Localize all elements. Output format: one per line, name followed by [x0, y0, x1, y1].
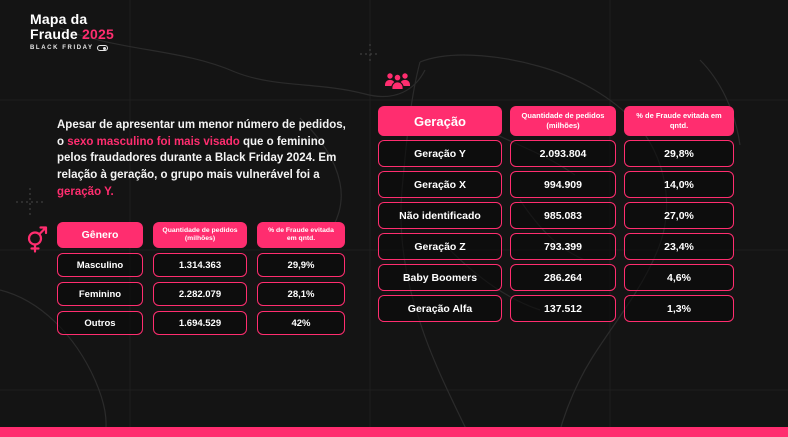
generation-table-title: Geração [378, 106, 502, 136]
bottom-accent-bar [0, 427, 788, 437]
table-row-label: Masculino [57, 253, 143, 277]
table-cell-pct: 27,0% [624, 202, 734, 229]
intro-highlight-generation: geração Y. [57, 185, 114, 198]
table-row-label: Geração Z [378, 233, 502, 260]
logo-line1: Mapa da [30, 11, 88, 27]
logo-subtitle: BLACK FRIDAY [30, 45, 114, 52]
table-cell-qty: 1.314.363 [153, 253, 247, 277]
table-cell-qty: 793.399 [510, 233, 616, 260]
table-row-label: Feminino [57, 282, 143, 306]
table-cell-pct: 4,6% [624, 264, 734, 291]
black-friday-label: BLACK FRIDAY [30, 45, 94, 52]
table-row-label: Não identificado [378, 202, 502, 229]
table-cell-qty: 1.694.529 [153, 311, 247, 335]
gender-table-title: Gênero [57, 222, 143, 248]
table-cell-pct: 1,3% [624, 295, 734, 322]
table-cell-pct: 29,8% [624, 140, 734, 167]
logo: Mapa da Fraude 2025 BLACK FRIDAY [30, 11, 114, 52]
table-cell-pct: 23,4% [624, 233, 734, 260]
logo-word-fraude: Fraude [30, 26, 78, 43]
generation-col-quantity: Quantidade de pedidos (milhões) [510, 106, 616, 136]
gender-col-fraud-pct: % de Fraude evitada em qntd. [257, 222, 345, 248]
table-row-label: Geração Y [378, 140, 502, 167]
table-row-label: Baby Boomers [378, 264, 502, 291]
intro-part1: Apesar de apresentar um menor número de … [57, 119, 346, 148]
intro-paragraph: Apesar de apresentar um menor número de … [57, 117, 353, 200]
table-cell-pct: 42% [257, 311, 345, 335]
intro-highlight-male: sexo masculino foi mais visado [67, 135, 240, 148]
table-cell-qty: 994.909 [510, 171, 616, 198]
gender-symbol-icon [23, 224, 50, 260]
gender-col-quantity: Quantidade de pedidos (milhões) [153, 222, 247, 248]
table-cell-pct: 28,1% [257, 282, 345, 306]
generation-table: Geração Quantidade de pedidos (milhões) … [378, 106, 734, 322]
table-cell-pct: 14,0% [624, 171, 734, 198]
table-cell-qty: 985.083 [510, 202, 616, 229]
logo-year: 2025 [81, 26, 114, 43]
table-cell-qty: 2.282.079 [153, 282, 247, 306]
people-group-icon [384, 72, 411, 95]
table-cell-qty: 137.512 [510, 295, 616, 322]
table-row-label: Outros [57, 311, 143, 335]
table-cell-qty: 2.093.804 [510, 140, 616, 167]
logo-line2: Fraude 2025 [30, 27, 114, 42]
table-row-label: Geração Alfa [378, 295, 502, 322]
table-row-label: Geração X [378, 171, 502, 198]
generation-col-fraud-pct: % de Fraude evitada em qntd. [624, 106, 734, 136]
toggle-dot-icon [102, 46, 106, 50]
intro-part2: que o feminino pelos fraudadores durante… [57, 135, 337, 182]
gender-table: Gênero Quantidade de pedidos (milhões) %… [57, 222, 345, 335]
table-cell-pct: 29,9% [257, 253, 345, 277]
table-cell-qty: 286.264 [510, 264, 616, 291]
toggle-icon [96, 45, 108, 52]
